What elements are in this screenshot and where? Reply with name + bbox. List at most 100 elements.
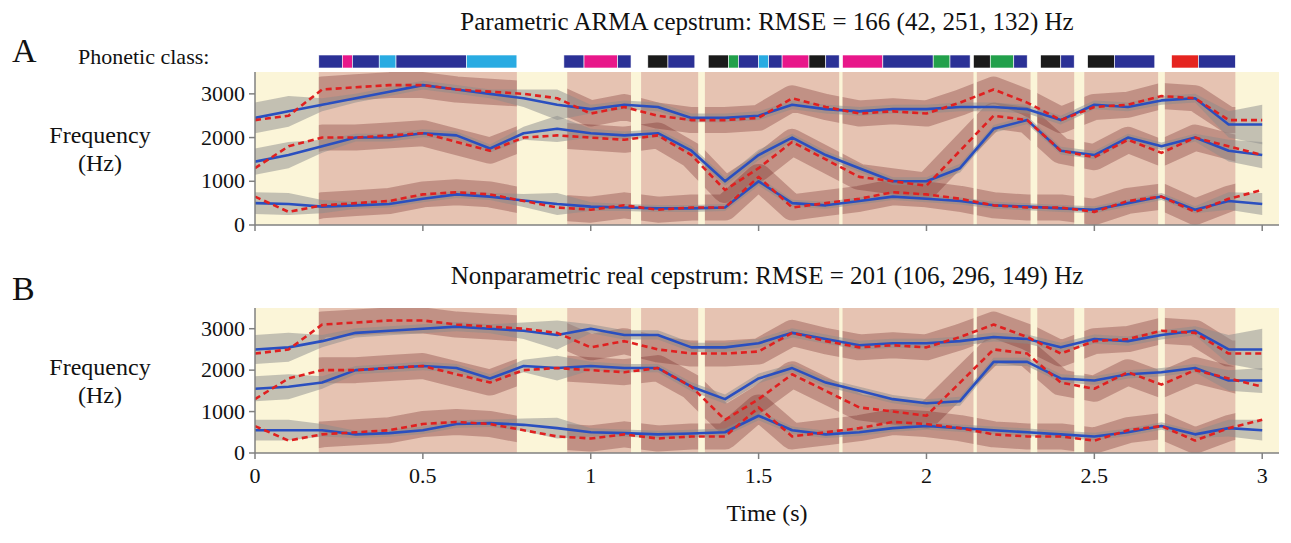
phonetic-segment — [668, 55, 695, 68]
y-tick — [249, 224, 255, 226]
phonetic-segment — [809, 55, 826, 68]
phonetic-segment — [379, 55, 396, 68]
y-axis-title: Frequency(Hz) — [49, 122, 150, 176]
plot-area — [255, 308, 1279, 453]
uncertainty-band — [255, 320, 1262, 370]
x-tick — [590, 225, 592, 231]
panel: B Nonparametric real cepstrum: RMSE = 201… — [12, 262, 1279, 526]
y-tick-label: 1000 — [201, 168, 245, 193]
x-tick — [1094, 453, 1096, 459]
phonetic-segment — [728, 55, 738, 68]
x-tick — [926, 225, 928, 231]
spectrogram-background — [255, 308, 1279, 453]
x-tick-label: 0 — [250, 463, 261, 488]
x-tick — [758, 225, 760, 231]
phonetic-segment — [1198, 55, 1235, 68]
reference-track — [255, 177, 1262, 212]
spectral-energy — [255, 320, 1262, 440]
x-tick — [1261, 453, 1263, 459]
phonetic-segment — [1088, 55, 1115, 68]
y-axis — [254, 308, 256, 453]
phonetic-segment — [759, 55, 769, 68]
phonetic-segment — [584, 55, 618, 68]
x-tick — [254, 225, 256, 231]
y-tick-label: 0 — [234, 440, 245, 465]
x-tick — [422, 225, 424, 231]
estimated-track — [255, 85, 1262, 124]
phonetic-segment — [352, 55, 379, 68]
phonetic-segment — [648, 55, 668, 68]
y-tick — [249, 137, 255, 139]
x-tick-label: 1 — [585, 463, 596, 488]
y-tick-label: 3000 — [201, 81, 245, 106]
x-tick-label: 2.5 — [1081, 463, 1109, 488]
y-tick — [249, 411, 255, 413]
phonetic-segment — [618, 55, 631, 68]
reference-track — [255, 85, 1262, 120]
reference-track — [255, 320, 1262, 353]
x-tick — [926, 453, 928, 459]
reference-track — [255, 349, 1262, 419]
phonetic-segment — [1114, 55, 1154, 68]
x-tick-label: 3 — [1257, 463, 1268, 488]
y-axis — [254, 72, 256, 225]
spectrogram-background — [255, 72, 1279, 225]
x-tick-label: 1.5 — [745, 463, 773, 488]
y-tick — [249, 369, 255, 371]
phonetic-segment — [950, 55, 970, 68]
phonetic-segment — [738, 55, 758, 68]
x-tick — [422, 453, 424, 459]
y-tick-label: 3000 — [201, 316, 245, 341]
estimated-track — [255, 120, 1262, 181]
uncertainty-band — [255, 177, 1262, 215]
x-tick-label: 0.5 — [409, 463, 437, 488]
estimated-track — [255, 327, 1262, 350]
phonetic-segment — [1172, 55, 1199, 68]
y-tick — [249, 452, 255, 454]
x-tick-label: 2 — [921, 463, 932, 488]
panel: A Parametric ARMA cepstrum: RMSE = 166 (4… — [12, 8, 1279, 237]
phonetic-segment — [933, 55, 950, 68]
phonetic-segment — [990, 55, 1014, 68]
phonetic-segment — [782, 55, 809, 68]
phonetic-segment — [708, 55, 728, 68]
x-tick — [590, 453, 592, 459]
estimated-track — [255, 362, 1262, 403]
phonetic-segment — [769, 55, 782, 68]
x-axis — [255, 452, 1279, 454]
reference-track — [255, 407, 1262, 440]
phonetic-segment — [843, 55, 883, 68]
formant-energy — [255, 177, 1262, 212]
x-tick — [254, 453, 256, 459]
phonetic-segment — [467, 55, 517, 68]
uncertainty-band — [255, 116, 1262, 186]
reference-track — [255, 116, 1262, 190]
y-tick — [249, 328, 255, 330]
phonetic-segment — [826, 55, 839, 68]
phonetic-segment — [564, 55, 584, 68]
x-tick — [758, 453, 760, 459]
phonetic-class-label: Phonetic class: — [78, 44, 209, 69]
phonetic-segment — [1041, 55, 1061, 68]
panel-title: Parametric ARMA cepstrum: RMSE = 166 (42… — [460, 8, 1073, 36]
y-tick-label: 2000 — [201, 357, 245, 382]
uncertainty-band — [255, 356, 1262, 408]
panel-letter: A — [12, 32, 37, 69]
y-tick-label: 0 — [234, 212, 245, 237]
figure: A Parametric ARMA cepstrum: RMSE = 166 (4… — [0, 0, 1291, 543]
panel-letter: B — [12, 270, 35, 307]
plot-area — [255, 72, 1279, 225]
x-axis — [255, 224, 1279, 226]
formant-energy — [255, 407, 1262, 440]
phonetic-segment — [1061, 55, 1074, 68]
phonetic-segment — [973, 55, 990, 68]
phonetic-segment — [883, 55, 933, 68]
y-tick — [249, 181, 255, 183]
y-tick — [249, 93, 255, 95]
phonetic-segment — [1014, 55, 1027, 68]
phonetic-segment — [396, 55, 467, 68]
panel-title: Nonparametric real cepstrum: RMSE = 201 … — [451, 262, 1084, 290]
phonetic-segment — [319, 55, 343, 68]
x-tick — [1261, 225, 1263, 231]
y-axis-title: Frequency(Hz) — [49, 354, 150, 408]
